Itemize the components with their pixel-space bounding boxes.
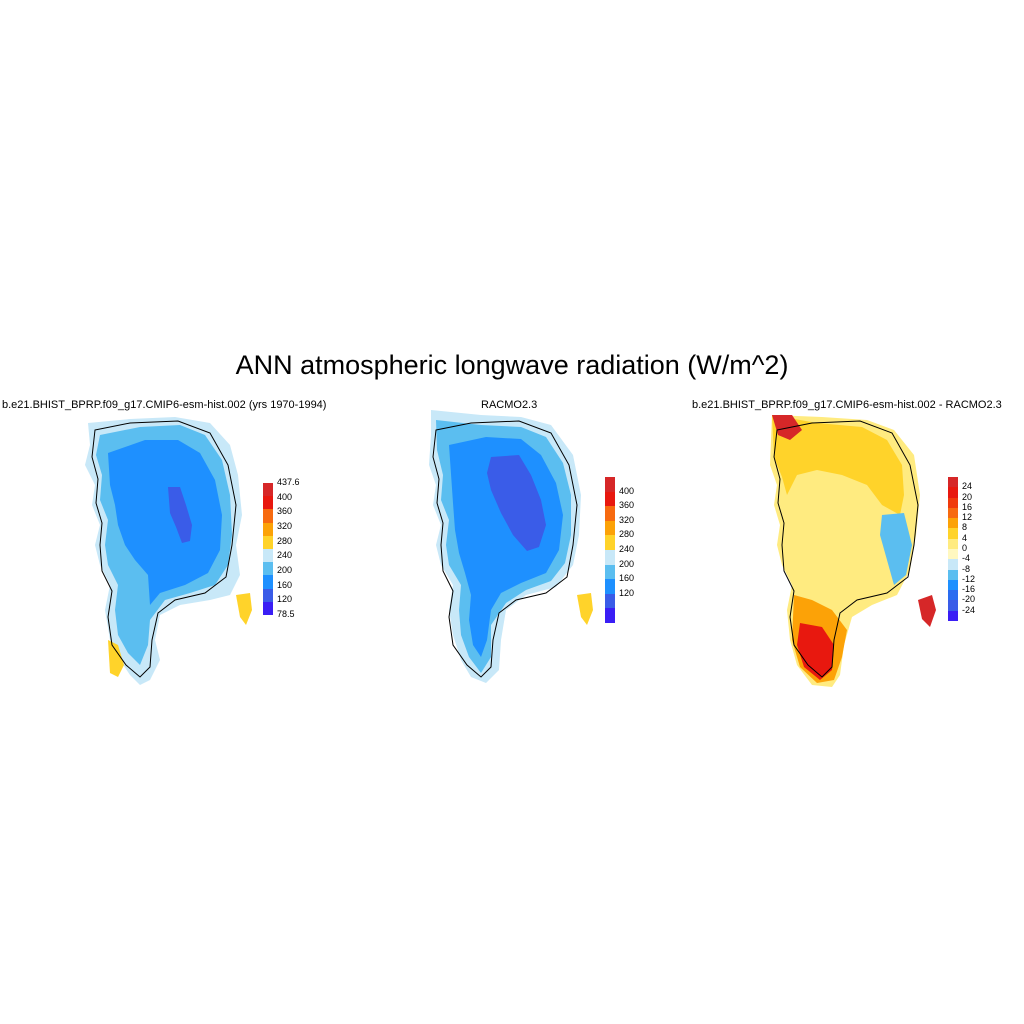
- colorbar-segment: [263, 601, 273, 615]
- colorbar-tick-label: 78.5: [277, 609, 295, 619]
- colorbar-tick-label: 12: [962, 512, 973, 523]
- map-difference: [770, 415, 936, 687]
- colorbar-segment: [263, 483, 273, 497]
- diff-region-iceland: [918, 595, 936, 627]
- colorbar-segment: [948, 610, 958, 621]
- colorbar-segment: [948, 569, 958, 580]
- colorbar-segment: [605, 491, 615, 507]
- colorbar-tick-label: -16: [962, 584, 976, 595]
- colorbar-segment: [605, 477, 615, 492]
- coastline: [773, 420, 919, 678]
- colorbar-tick-label: 160: [619, 573, 635, 584]
- diff-region-warm: [772, 415, 904, 515]
- colorbar-segment: [948, 477, 958, 488]
- colorbar-segment: [263, 496, 273, 510]
- colorbar-tick-label: 320: [277, 521, 293, 531]
- diff-region-east-cool: [880, 513, 912, 585]
- colorbar-segment: [605, 520, 615, 536]
- colorbar-segment: [948, 497, 958, 508]
- colorbar-tick-label: 160: [277, 579, 293, 590]
- colorbar-segment: [263, 535, 273, 549]
- colorbar-segment: [948, 487, 958, 498]
- colorbar-racmo: [605, 477, 615, 623]
- colorbar-segment: [605, 564, 615, 580]
- map-racmo: [429, 410, 593, 683]
- colorbar-tick-label: 8: [962, 522, 968, 533]
- diff-region-south-hot: [797, 623, 834, 680]
- panel-title: b.e21.BHIST_BPRP.f09_g17.CMIP6-esm-hist.…: [2, 399, 327, 411]
- coastline: [91, 420, 237, 678]
- colorbar-segment: [605, 506, 615, 521]
- colorbar-tick-label: 200: [619, 558, 635, 569]
- panel-model: b.e21.BHIST_BPRP.f09_g17.CMIP6-esm-hist.…: [0, 395, 341, 695]
- colorbar-segment: [948, 559, 958, 570]
- colorbar-tick-label: 280: [277, 535, 293, 546]
- panel-title: RACMO2.3: [481, 399, 538, 411]
- colorbar-tick-label: 120: [277, 594, 293, 605]
- coastline: [432, 420, 578, 678]
- panel-difference: b.e21.BHIST_BPRP.f09_g17.CMIP6-esm-hist.…: [682, 395, 1023, 695]
- colorbar-tick-label: 20: [962, 491, 973, 502]
- colorbar-segment: [948, 528, 958, 539]
- colorbar-segment: [263, 549, 273, 563]
- colorbar-tick-label: 16: [962, 501, 973, 512]
- greenland-region-core: [108, 440, 222, 605]
- colorbar-segment: [948, 590, 958, 601]
- colorbar-tick-label: 4: [962, 532, 968, 543]
- colorbar-tick-label: 400: [619, 485, 635, 496]
- colorbar-tick-label: 360: [277, 506, 293, 517]
- figure-title: ANN atmospheric longwave radiation (W/m^…: [235, 350, 789, 380]
- colorbar-segment: [948, 507, 958, 519]
- colorbar-tick-label: 24: [962, 481, 973, 492]
- colorbar-segment: [605, 550, 615, 565]
- panel-title: b.e21.BHIST_BPRP.f09_g17.CMIP6-esm-hist.…: [692, 399, 1002, 411]
- colorbar-model: [263, 483, 273, 615]
- colorbar-segment: [948, 600, 958, 611]
- colorbar-segment: [263, 588, 273, 602]
- iceland-patch: [236, 593, 252, 625]
- colorbar-segment: [948, 579, 958, 591]
- colorbar-segment: [605, 579, 615, 594]
- colorbar-segment: [605, 608, 615, 623]
- colorbar-tick-label: 0: [962, 543, 968, 553]
- colorbar-tick-label: 360: [619, 500, 635, 511]
- greenland-region-min: [487, 455, 546, 551]
- colorbar-segment: [263, 522, 273, 536]
- colorbar-tick-label: 240: [619, 544, 635, 554]
- colorbar-tick-label: 240: [277, 550, 293, 561]
- colorbar-tick-label: 320: [619, 514, 635, 525]
- colorbar-difference: [948, 477, 958, 621]
- colorbar-segment: [263, 562, 273, 576]
- colorbar-tick-label: 120: [619, 587, 635, 598]
- colorbar-segment: [948, 549, 958, 560]
- map-model: [85, 417, 252, 685]
- colorbar-tick-label: 400: [277, 491, 293, 502]
- colorbar-segment: [263, 575, 273, 589]
- colorbar-tick-label: -8: [962, 563, 971, 574]
- colorbar-segment: [263, 509, 273, 523]
- iceland-patch: [577, 593, 593, 625]
- colorbar-segment: [605, 593, 615, 609]
- colorbar-tick-label: 200: [277, 565, 293, 575]
- colorbar-tick-label: 437.6: [277, 477, 300, 487]
- colorbar-tick-label: -24: [962, 604, 976, 615]
- colorbar-tick-label: 280: [619, 529, 635, 540]
- colorbar-tick-label: -12: [962, 573, 976, 584]
- colorbar-segment: [948, 538, 958, 549]
- greenland-south-tip: [108, 640, 124, 677]
- colorbar-tick-label: -4: [962, 553, 971, 564]
- greenland-region-min: [168, 487, 192, 543]
- colorbar-segment: [948, 518, 958, 529]
- colorbar-tick-label: -20: [962, 594, 976, 605]
- panel-racmo: RACMO2.3 400 360 320 280 240 200 160 120: [341, 395, 682, 695]
- colorbar-segment: [605, 535, 615, 550]
